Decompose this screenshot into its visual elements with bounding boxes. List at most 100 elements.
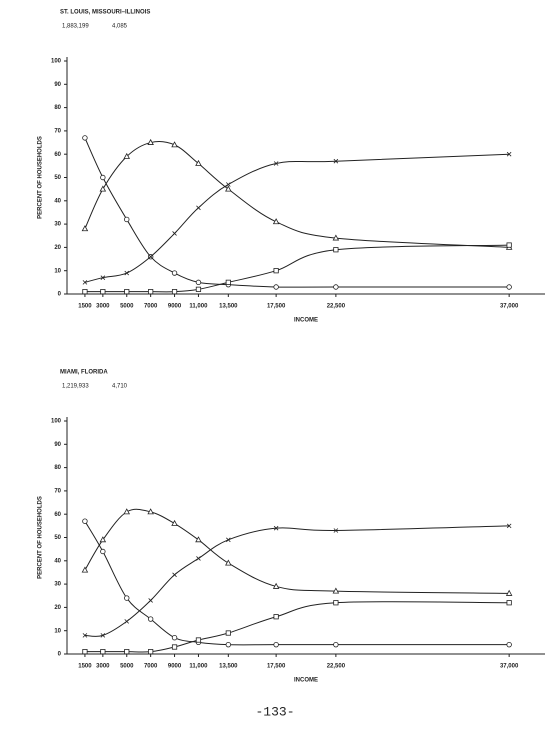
y-tick-label: 10 — [54, 268, 61, 274]
y-tick-label: 30 — [54, 582, 61, 588]
x-tick-label: 3000 — [96, 304, 110, 310]
marker — [124, 216, 130, 223]
x-tick-label: 5000 — [120, 664, 134, 670]
marker — [171, 141, 178, 148]
x-tick-label: 11,000 — [189, 664, 208, 670]
marker — [225, 630, 231, 636]
y-axis-label: PERCENT OF HOUSEHOLDS — [38, 496, 44, 579]
y-tick-label: 20 — [54, 605, 61, 611]
marker — [195, 279, 202, 286]
x-tick-label: 13,500 — [219, 664, 238, 670]
marker — [225, 279, 231, 285]
x-tick-label: 22,500 — [327, 664, 346, 670]
marker — [124, 595, 130, 601]
x-tick-label: 7000 — [144, 304, 158, 310]
series-line — [84, 520, 510, 646]
y-tick-label: 60 — [54, 152, 61, 158]
x-tick-label: 1500 — [78, 304, 92, 310]
y-tick-label: 40 — [54, 558, 61, 564]
x-tick-label: 1500 — [78, 664, 92, 670]
marker — [148, 254, 153, 260]
marker — [147, 508, 154, 515]
x-tick-label: 9000 — [168, 664, 182, 670]
marker — [172, 231, 177, 236]
x-tick-label: 7000 — [144, 664, 158, 670]
annotation: 1,219,933 — [62, 384, 89, 390]
chart-title: MIAMI, FLORIDA — [60, 370, 108, 376]
marker — [171, 519, 178, 526]
marker — [124, 619, 130, 624]
marker — [172, 572, 177, 578]
marker — [148, 289, 154, 295]
marker — [196, 205, 201, 211]
marker — [82, 633, 88, 638]
x-tick-label: 9000 — [168, 304, 182, 310]
x-axis-label: INCOME — [294, 318, 318, 324]
series-line — [84, 137, 510, 288]
page-number: -133- — [255, 704, 294, 719]
x-tick-label: 37,000 — [500, 664, 519, 670]
marker — [506, 641, 512, 648]
marker — [82, 518, 88, 524]
marker — [147, 138, 154, 145]
marker — [171, 289, 178, 295]
marker — [506, 284, 512, 290]
marker — [148, 649, 154, 655]
marker — [333, 641, 339, 648]
y-tick-label: 0 — [58, 292, 62, 298]
series-line — [84, 244, 510, 293]
marker — [273, 641, 279, 648]
marker — [333, 158, 339, 164]
annotation: 4,085 — [112, 24, 128, 30]
marker — [195, 637, 202, 643]
y-tick-label: 70 — [54, 128, 61, 134]
chart-title: ST. LOUIS, MISSOURI–ILLINOIS — [60, 10, 150, 16]
marker — [100, 289, 106, 295]
marker — [333, 600, 339, 606]
marker — [82, 280, 88, 285]
y-tick-label: 80 — [54, 465, 61, 471]
series-line — [84, 508, 510, 594]
x-tick-label: 17,500 — [267, 304, 286, 310]
marker — [506, 600, 512, 606]
marker — [272, 218, 280, 225]
marker — [100, 649, 106, 655]
marker — [100, 548, 106, 555]
marker — [123, 508, 131, 515]
y-tick-label: 80 — [54, 105, 61, 111]
x-tick-label: 37,000 — [500, 304, 519, 310]
marker — [171, 644, 178, 650]
marker — [148, 598, 153, 603]
marker — [196, 556, 201, 561]
y-tick-label: 100 — [51, 419, 62, 425]
marker — [81, 225, 89, 232]
marker — [333, 247, 339, 253]
y-tick-label: 50 — [54, 175, 61, 181]
marker — [100, 275, 106, 280]
marker — [100, 174, 106, 181]
marker — [332, 234, 340, 241]
y-tick-label: 40 — [54, 198, 61, 204]
marker — [100, 633, 106, 638]
marker — [505, 589, 513, 596]
marker — [124, 649, 130, 655]
marker — [332, 587, 340, 594]
marker — [273, 268, 279, 274]
marker — [506, 151, 512, 157]
y-tick-label: 30 — [54, 222, 61, 228]
marker — [273, 161, 279, 166]
marker — [82, 649, 88, 655]
y-tick-label: 100 — [51, 59, 62, 65]
y-tick-label: 90 — [54, 442, 61, 448]
y-tick-label: 90 — [54, 82, 61, 88]
marker — [225, 185, 232, 192]
marker — [225, 559, 232, 566]
marker — [195, 159, 202, 166]
annotation: 1,883,199 — [62, 24, 89, 30]
marker — [123, 152, 131, 159]
marker — [82, 289, 88, 295]
marker — [333, 528, 339, 533]
y-tick-label: 70 — [54, 488, 61, 494]
